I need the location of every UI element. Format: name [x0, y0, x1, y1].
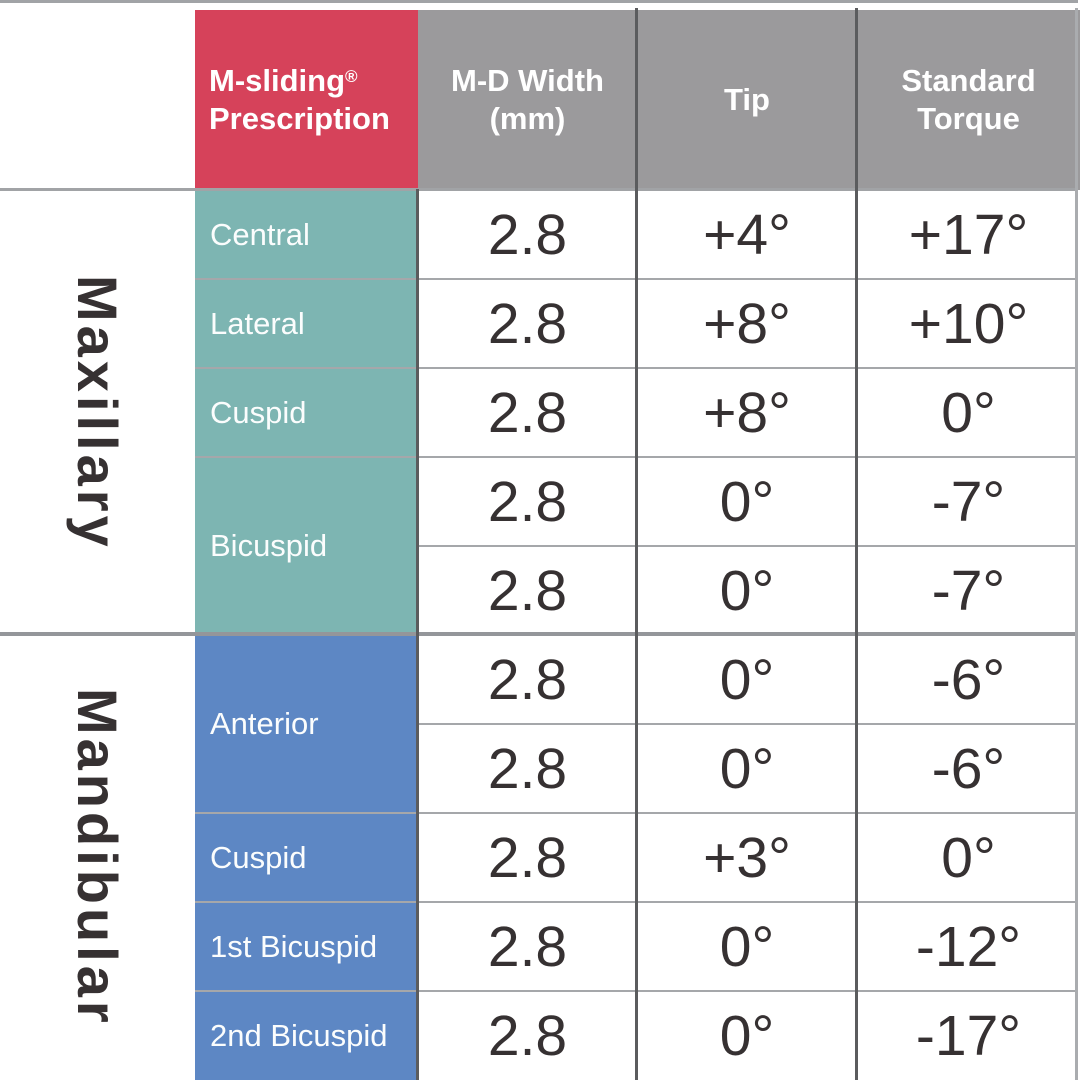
tip-cell: +8°: [703, 380, 791, 445]
tooth-cell-lateral: Lateral: [195, 279, 418, 368]
torque-cell: -6°: [931, 647, 1006, 712]
md-width-cell: 2.8: [487, 1003, 568, 1068]
prescription-header-line2: Prescription: [209, 101, 390, 136]
grid-line-right-border: [1075, 8, 1078, 1080]
torque-header-cell: Standard Torque: [857, 10, 1080, 190]
tooth-cell-2nd-bicuspid: 2nd Bicuspid: [195, 991, 418, 1080]
md-width-cell: 2.8: [487, 736, 568, 801]
registered-trademark-icon: ®: [345, 67, 358, 87]
md-width-header-cell: M-D Width (mm): [418, 10, 637, 190]
tooth-cell-1st-bicuspid: 1st Bicuspid: [195, 902, 418, 991]
md-width-cell: 2.8: [487, 202, 568, 267]
grid-line-row: [418, 545, 1078, 547]
tip-cell: +3°: [703, 825, 791, 890]
grid-line-col-torque: [855, 8, 858, 1080]
md-width-cell: 2.8: [487, 291, 568, 356]
grid-line-row: [418, 723, 1078, 725]
section-label-maxillary: Maxillary: [66, 274, 129, 551]
md-width-cell: 2.8: [487, 558, 568, 623]
torque-cell: -6°: [931, 736, 1006, 801]
md-width-cell: 2.8: [487, 914, 568, 979]
tip-cell: 0°: [719, 647, 775, 712]
brand-name: M-sliding: [209, 63, 346, 99]
tip-cell: +8°: [703, 291, 791, 356]
section-label-mandibular: Mandibular: [66, 688, 129, 1027]
prescription-header-cell: M-sliding® Prescription: [195, 10, 418, 190]
torque-header-text: Standard Torque: [901, 63, 1036, 136]
md-width-header-text: M-D Width (mm): [451, 63, 604, 136]
md-width-cell: 2.8: [487, 380, 568, 445]
tip-cell: +4°: [703, 202, 791, 267]
torque-cell: +10°: [908, 291, 1029, 356]
corner-cell: [0, 0, 195, 190]
torque-cell: 0°: [941, 825, 996, 890]
torque-cell: -7°: [931, 558, 1006, 623]
torque-cell: -17°: [915, 1003, 1022, 1068]
md-width-cell: 2.8: [487, 469, 568, 534]
tooth-cell-cuspid-mand: Cuspid: [195, 813, 418, 902]
tooth-cell-anterior: Anterior: [195, 635, 418, 813]
torque-cell: -7°: [931, 469, 1006, 534]
torque-cell: 0°: [941, 380, 996, 445]
tip-cell: 0°: [719, 469, 775, 534]
tooth-cell-cuspid-max: Cuspid: [195, 368, 418, 457]
tip-cell: 0°: [719, 914, 775, 979]
tip-cell: 0°: [719, 1003, 775, 1068]
tooth-cell-central: Central: [195, 190, 418, 279]
tip-header-text: Tip: [724, 82, 770, 118]
grid-line-top: [0, 0, 1078, 3]
grid-line-header-bottom: [0, 188, 1078, 191]
md-width-cell: 2.8: [487, 825, 568, 890]
tip-header-cell: Tip: [637, 10, 857, 190]
prescription-header-text: M-sliding® Prescription: [209, 62, 390, 138]
torque-cell: -12°: [915, 914, 1022, 979]
tip-cell: 0°: [719, 736, 775, 801]
tooth-cell-bicuspid-max: Bicuspid: [195, 457, 418, 635]
md-width-cell: 2.8: [487, 647, 568, 712]
grid-line-col-tip: [635, 8, 638, 1080]
grid-line-section-divider: [0, 632, 1078, 636]
tip-cell: 0°: [719, 558, 775, 623]
grid-line-col-prescription: [416, 189, 419, 1080]
torque-cell: +17°: [908, 202, 1029, 267]
